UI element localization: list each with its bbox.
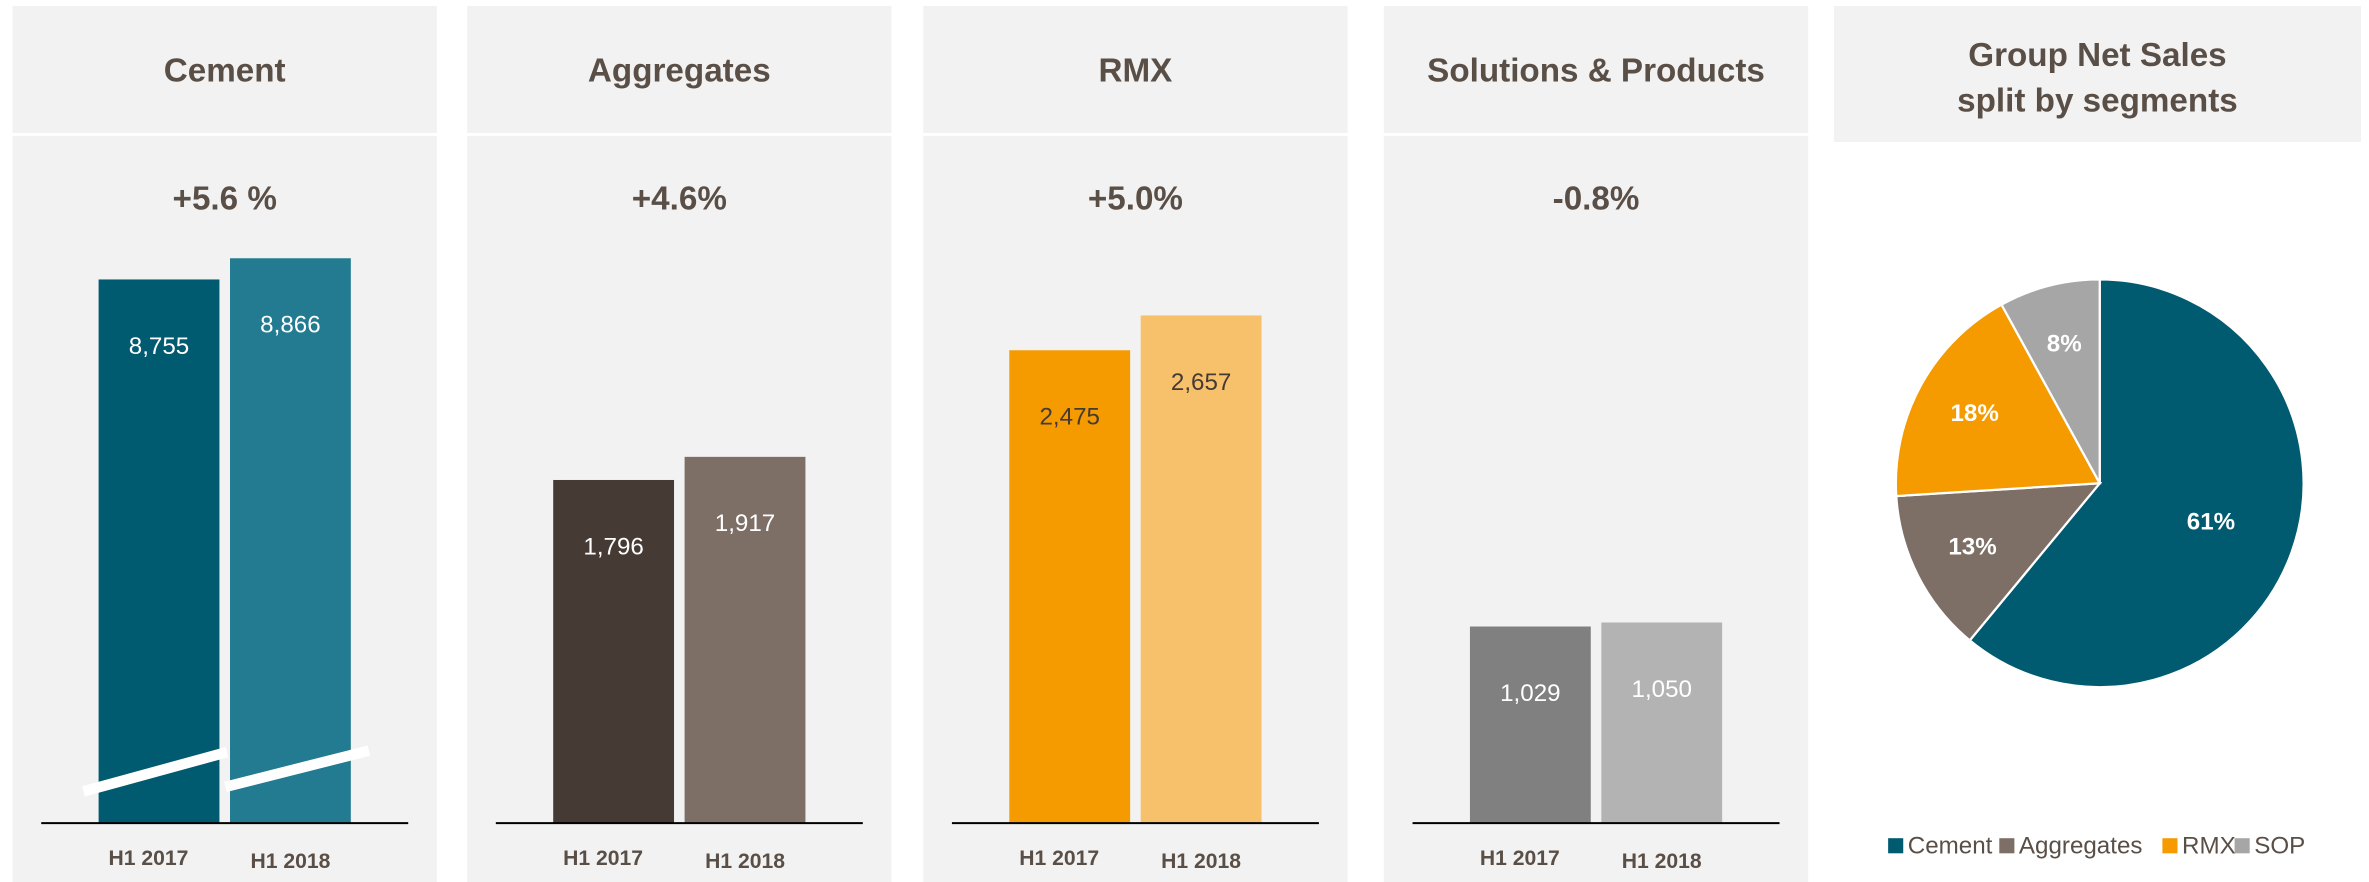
panel-title: RMX (1099, 52, 1173, 89)
bar (1140, 315, 1262, 824)
bar (553, 479, 675, 824)
panel-header (12, 6, 437, 133)
axis-break (82, 747, 229, 797)
panel-header (1383, 6, 1809, 133)
value-label: 8,755 (129, 333, 189, 360)
slice-label: 8% (2047, 330, 2082, 357)
x-tick-label: H1 2017 (109, 847, 189, 870)
x-tick-label: H1 2018 (1622, 850, 1702, 873)
change-label: +5.6 % (173, 181, 277, 218)
panel-body (467, 135, 892, 882)
bar (1469, 626, 1591, 824)
legend-swatch (2162, 838, 2178, 854)
axis-break (224, 745, 371, 792)
x-tick-label: H1 2018 (1161, 850, 1241, 873)
legend-label: Aggregates (2019, 833, 2143, 860)
value-label: 2,475 (1039, 404, 1099, 431)
value-label: 8,866 (260, 312, 320, 339)
change-label: +4.6% (632, 181, 727, 218)
panel-title: Solutions & Products (1427, 52, 1765, 89)
x-tick-label: H1 2018 (250, 850, 330, 873)
panel-body (12, 135, 437, 882)
slice-label: 61% (2187, 509, 2235, 536)
panel-body (923, 135, 1348, 882)
bar (1601, 622, 1723, 824)
value-label: 1,917 (715, 510, 775, 537)
pie-slice (1999, 278, 2101, 484)
pie-slice (1895, 481, 2103, 642)
value-label: 2,657 (1171, 369, 1231, 396)
bar (230, 258, 351, 824)
slice-label: 18% (1950, 400, 1998, 427)
pie-slice (1894, 303, 2102, 498)
pie-slice (1968, 278, 2305, 689)
x-tick-label: H1 2017 (1019, 847, 1099, 870)
value-label: 1,796 (583, 533, 643, 560)
panel-body (1383, 135, 1809, 882)
panel-title: split by segments (1957, 82, 2238, 119)
legend-label: RMX (2182, 833, 2236, 860)
x-tick-label: H1 2017 (1480, 847, 1560, 870)
legend-label: Cement (1908, 833, 1993, 860)
legend-swatch (2234, 838, 2250, 854)
change-label: +5.0% (1088, 181, 1183, 218)
change-label: -0.8% (1553, 181, 1640, 218)
bar (1009, 350, 1131, 824)
x-tick-label: H1 2018 (705, 850, 785, 873)
legend-swatch (1888, 838, 1904, 854)
bar (684, 456, 806, 824)
legend-swatch (1999, 838, 2015, 854)
panel-title: Aggregates (588, 52, 771, 89)
panel-title: Cement (164, 52, 286, 89)
panel-title: Group Net Sales (1968, 37, 2226, 74)
panel-header (467, 6, 892, 133)
bar (98, 279, 220, 824)
value-label: 1,050 (1632, 676, 1692, 703)
slice-label: 13% (1948, 533, 1996, 560)
panel-header (1833, 6, 2362, 142)
x-tick-label: H1 2017 (563, 847, 643, 870)
panel-header (923, 6, 1348, 133)
legend-label: SOP (2254, 833, 2305, 860)
value-label: 1,029 (1500, 680, 1560, 707)
